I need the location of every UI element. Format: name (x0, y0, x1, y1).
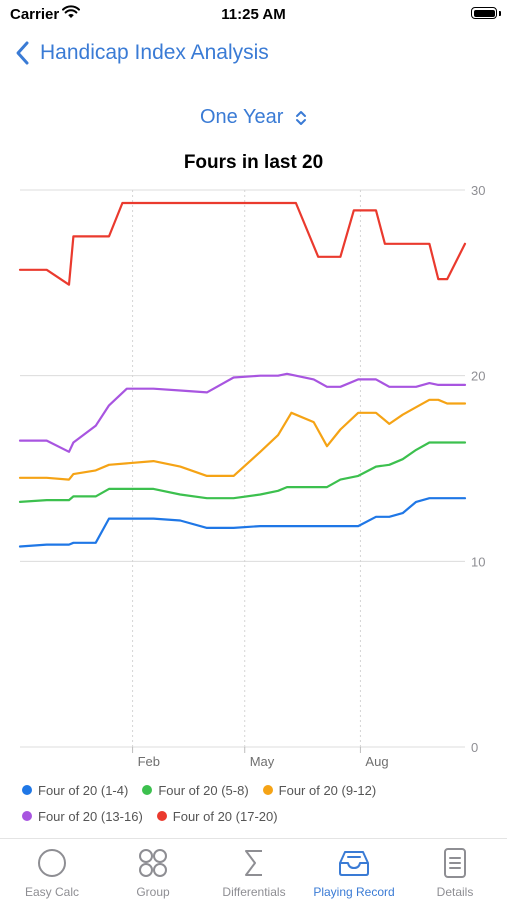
y-tick-label: 0 (471, 740, 478, 755)
legend-row: Four of 20 (13-16) Four of 20 (17-20) (22, 803, 492, 829)
tab-label: Differentials (222, 885, 286, 899)
back-button-label: Handicap Index Analysis (40, 41, 269, 64)
x-tick-label: Aug (365, 754, 388, 769)
tab-label: Details (436, 885, 474, 899)
legend-label: Four of 20 (1-4) (38, 782, 129, 798)
y-tick-label: 30 (471, 183, 485, 198)
x-tick-label: Feb (138, 754, 160, 769)
chart-title: Fours in last 20 (183, 152, 324, 173)
legend-label: Four of 20 (9-12) (278, 782, 377, 798)
tab-playing-record[interactable]: Playing Record (304, 847, 404, 899)
wifi-icon (62, 5, 80, 24)
tray-icon (339, 851, 369, 876)
tab-label: Playing Record (313, 885, 395, 899)
clock-time: 11:25 AM (221, 6, 286, 23)
tab-label: Group (136, 885, 170, 899)
legend-item: Four of 20 (1-4) (22, 783, 128, 798)
legend-label: Four of 20 (13-16) (38, 808, 143, 824)
y-tick-label: 10 (471, 554, 485, 569)
range-selector[interactable]: One Year (0, 106, 507, 129)
tab-label: Easy Calc (24, 885, 80, 899)
navigation-bar: Handicap Index Analysis (0, 34, 507, 74)
circle-icon (38, 849, 66, 877)
legend-swatch (156, 811, 167, 821)
range-selector-label: One Year (200, 106, 284, 128)
four-circles-icon (139, 849, 167, 877)
legend-swatch (22, 785, 32, 795)
series-line (18, 497, 467, 548)
series-line (18, 201, 467, 286)
sigma-icon (245, 850, 262, 876)
tab-easy-calc[interactable]: Easy Calc (2, 847, 102, 899)
chevron-left-icon (16, 41, 29, 65)
carrier-label: Carrier (10, 6, 60, 23)
legend-item: Four of 20 (17-20) (156, 808, 278, 824)
back-button[interactable]: Handicap Index Analysis (14, 40, 269, 66)
legend-item: Four of 20 (13-16) (22, 809, 143, 824)
legend-swatch (142, 785, 153, 795)
tab-group[interactable]: Group (103, 847, 203, 899)
legend-swatch (22, 811, 32, 821)
legend-label: Four of 20 (5-8) (158, 782, 249, 798)
legend-row: Four of 20 (1-4) Four of 20 (5-8) Four of … (22, 777, 492, 803)
y-tick-label: 20 (471, 369, 485, 384)
document-icon (444, 848, 466, 878)
chart-legend: Four of 20 (1-4) Four of 20 (5-8) Four of … (22, 777, 492, 829)
chevron-up-down-icon (295, 110, 306, 125)
legend-item: Four of 20 (5-8) (142, 782, 249, 798)
battery-tip (499, 11, 501, 16)
series-line (18, 441, 467, 503)
legend-swatch (262, 785, 273, 795)
legend-item: Four of 20 (9-12) (262, 782, 377, 798)
tab-details[interactable]: Details (405, 847, 505, 899)
tab-differentials[interactable]: Differentials (204, 847, 304, 899)
tab-bar: Easy Calc Group Differentials (0, 838, 507, 901)
battery-icon (471, 7, 497, 19)
series-line (18, 372, 467, 453)
series-line (18, 398, 467, 481)
x-tick-label: May (250, 754, 275, 769)
legend-label: Four of 20 (17-20) (172, 808, 278, 824)
line-chart: 0 10 20 30 Feb May Aug (18, 183, 485, 769)
status-bar: Carrier 11:25 AM (0, 0, 507, 28)
